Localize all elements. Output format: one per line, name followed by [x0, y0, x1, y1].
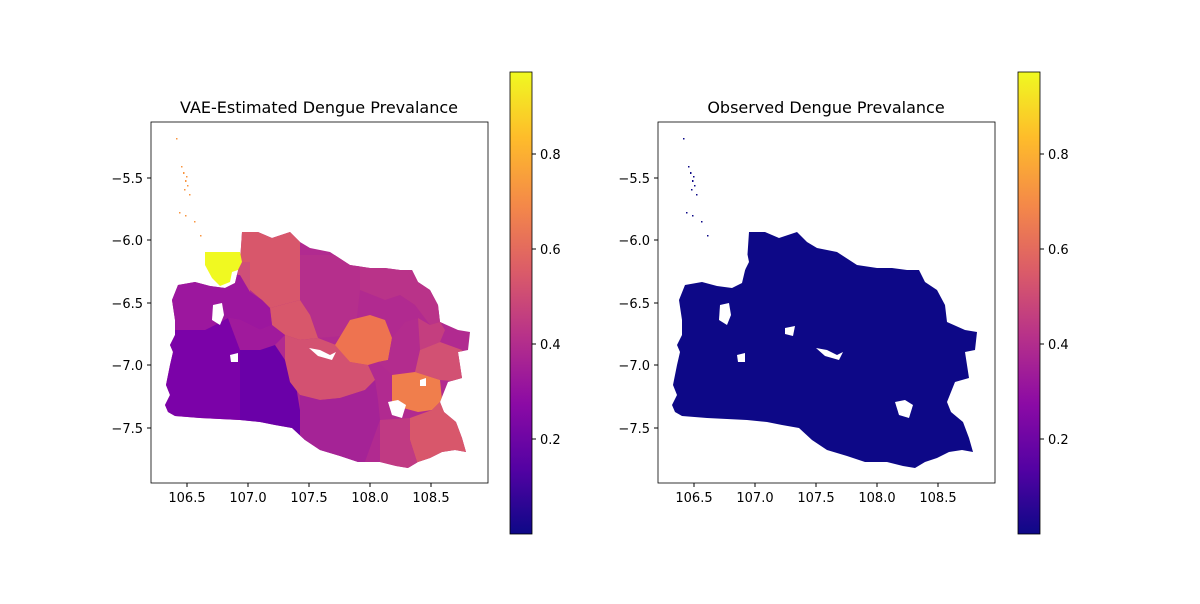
- colorbar-tick-label: 0.8: [540, 148, 561, 163]
- colorbar-tick-label: 0.2: [540, 433, 561, 448]
- x-tick-label: 106.5: [168, 491, 205, 506]
- y-tick-label: −6.0: [618, 234, 650, 249]
- region-bandung: [285, 335, 375, 400]
- x-tick-label: 107.5: [797, 491, 834, 506]
- x-axis: 106.5 107.0 107.5 108.0 108.5: [168, 483, 450, 506]
- x-tick-label: 108.0: [351, 491, 388, 506]
- y-tick-label: −7.0: [618, 359, 650, 374]
- region-ciamis: [392, 372, 442, 412]
- y-tick-label: −5.5: [618, 172, 650, 187]
- y-axis: −5.5 −6.0 −6.5 −7.0 −7.5: [111, 172, 151, 437]
- panel-observed: Observed Dengue Prevalance: [618, 71, 1069, 535]
- jakarta-gap: [712, 252, 749, 286]
- y-tick-label: −7.5: [111, 422, 143, 437]
- x-tick-label: 107.5: [290, 491, 327, 506]
- region-kuningan: [415, 342, 468, 382]
- y-tick-label: −6.0: [111, 234, 143, 249]
- x-tick-label: 108.5: [919, 491, 956, 506]
- panel-vae: VAE-Estimated Dengue Prevalance: [111, 71, 561, 535]
- x-tick-label: 108.5: [412, 491, 449, 506]
- region-bandung-barat: [228, 318, 285, 350]
- y-tick-label: −7.5: [618, 422, 650, 437]
- region-purwakarta: [270, 300, 318, 340]
- y-tick-label: −6.5: [111, 297, 143, 312]
- islands-kepulauan-seribu: [176, 138, 202, 237]
- enclaves: [212, 303, 426, 418]
- region-garut: [300, 380, 380, 468]
- region-karawang: [240, 232, 300, 308]
- region-cirebon: [418, 318, 445, 350]
- panel-title: VAE-Estimated Dengue Prevalance: [180, 98, 458, 117]
- x-tick-label: 106.5: [675, 491, 712, 506]
- colorbar-tick-label: 0.2: [1048, 433, 1069, 448]
- colorbar: 0.8 0.6 0.4 0.2: [1017, 71, 1069, 535]
- islands-kepulauan-seribu: [683, 138, 709, 237]
- map-area: [165, 138, 470, 468]
- colorbar: 0.8 0.6 0.4 0.2: [509, 71, 561, 535]
- x-tick-label: 108.0: [858, 491, 895, 506]
- y-tick-label: −6.5: [618, 297, 650, 312]
- region-jakarta: [205, 252, 242, 286]
- colorbar-tick-label: 0.6: [1048, 243, 1069, 258]
- region-tasik-south: [380, 418, 418, 468]
- region-majalengka: [378, 318, 420, 375]
- region-pangandaran: [410, 400, 470, 465]
- region-sumedang: [335, 315, 392, 365]
- enclaves: [719, 303, 913, 418]
- panel-title: Observed Dengue Prevalance: [707, 98, 944, 117]
- colorbar-tick-label: 0.4: [540, 338, 561, 353]
- x-tick-label: 107.0: [229, 491, 266, 506]
- y-tick-label: −7.0: [111, 359, 143, 374]
- x-tick-label: 107.0: [736, 491, 773, 506]
- y-tick-label: −5.5: [111, 172, 143, 187]
- colorbar-tick-label: 0.8: [1048, 148, 1069, 163]
- colorbar-tick-label: 0.4: [1048, 338, 1069, 353]
- x-axis: 106.5 107.0 107.5 108.0 108.5: [675, 483, 957, 506]
- region-sukabumi: [165, 318, 240, 440]
- colorbar-tick-label: 0.6: [540, 243, 561, 258]
- map-area: [672, 138, 977, 468]
- y-axis: −5.5 −6.0 −6.5 −7.0 −7.5: [618, 172, 658, 437]
- region-bogor: [165, 275, 272, 333]
- region-subang: [300, 255, 360, 338]
